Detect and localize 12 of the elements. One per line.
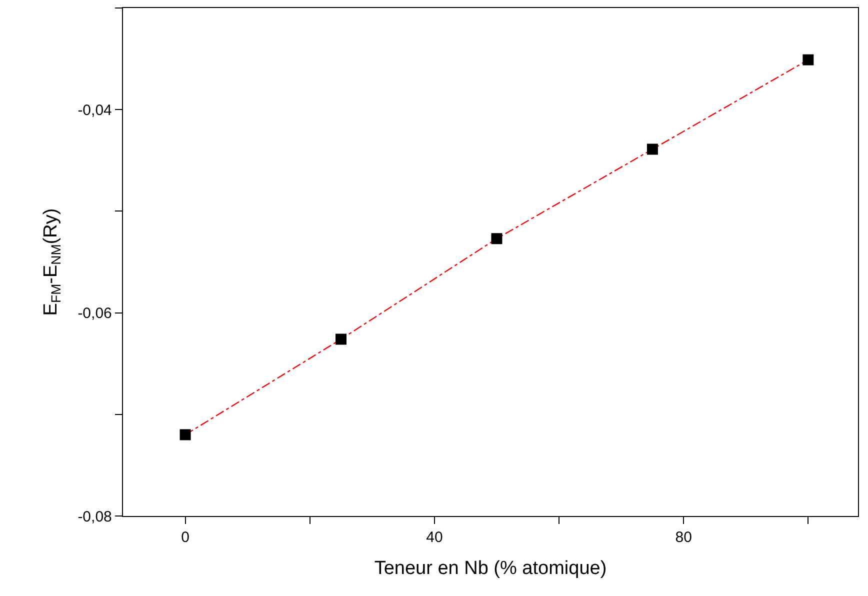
x-axis-title: Teneur en Nb (% atomique) [374,558,607,579]
point [646,144,658,155]
x-tick-label: 0 [181,529,190,546]
y-tick-label: -0,06 [78,305,112,322]
x-tick-label: 80 [675,529,692,546]
point [336,334,347,345]
y-tick-label: -0,08 [78,508,112,526]
point [180,429,191,440]
y-tick-label: -0,04 [78,102,112,119]
point [491,233,502,244]
point [802,54,814,66]
x-tick-label: 40 [426,529,443,546]
